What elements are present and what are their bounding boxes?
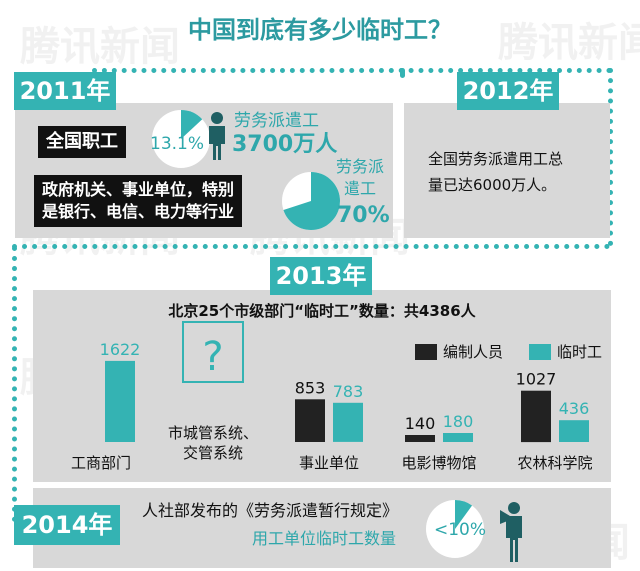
legend-label-staff: 编制人员 bbox=[443, 343, 503, 361]
dispatch-label-1: 劳务派遣工 bbox=[234, 111, 319, 131]
category-label-4-0: 农林科学院 bbox=[517, 454, 592, 472]
bar-label-staff-4: 1027 bbox=[516, 370, 557, 389]
text-2012: 全国劳务派遣用工总 量已达6000万人。 bbox=[428, 146, 563, 198]
category-label-1-0: 市城管系统、 bbox=[168, 424, 258, 442]
pie-2014-slice bbox=[455, 500, 473, 529]
category-label-2-0: 事业单位 bbox=[299, 454, 359, 472]
bar-temp-4 bbox=[559, 420, 589, 442]
bar-temp-3 bbox=[443, 433, 473, 442]
pie-national-slice bbox=[181, 110, 203, 139]
label-national-workers: 全国职工 bbox=[38, 126, 126, 158]
pie-gov-slice bbox=[283, 172, 341, 230]
year-tag-2013: 2013年 bbox=[270, 257, 372, 295]
dotted-line-top bbox=[92, 68, 612, 73]
dotted-line-2012 bbox=[400, 68, 405, 78]
category-label-3-0: 电影博物馆 bbox=[401, 454, 476, 472]
bar-temp-2 bbox=[333, 402, 363, 442]
label-gov-sectors: 政府机关、事业单位，特别 是银行、电信、电力等行业 bbox=[34, 175, 243, 227]
chart-title: 北京25个市级部门“临时工”数量：共4386人 bbox=[168, 302, 476, 320]
label-gov-sectors-line2: 是银行、电信、电力等行业 bbox=[42, 202, 235, 221]
year-tag-2012: 2012年 bbox=[457, 72, 559, 110]
dispatch-label-2-line1: 劳务派 bbox=[335, 157, 384, 176]
year-tag-2014: 2014年 bbox=[14, 505, 120, 545]
year-tag-2011: 2011年 bbox=[14, 72, 116, 110]
panel-2012 bbox=[404, 103, 610, 238]
text-2014-line2: 用工单位临时工数量 bbox=[252, 529, 397, 548]
legend-label-temp: 临时工 bbox=[557, 343, 602, 361]
bar-staff-3 bbox=[405, 435, 435, 442]
watermark-1: 腾讯新闻 bbox=[20, 24, 180, 70]
category-label-1-1: 交管系统 bbox=[183, 444, 243, 462]
bar-chart: 北京25个市级部门“临时工”数量：共4386人 编制人员 临时工 1622 工商部… bbox=[71, 302, 602, 472]
question-mark: ? bbox=[202, 334, 223, 380]
legend-swatch-temp bbox=[529, 344, 551, 360]
dispatch-label-2-line2: 遣工 bbox=[343, 179, 376, 198]
bar-staff-4 bbox=[521, 390, 551, 443]
bar-staff-2 bbox=[295, 399, 325, 442]
legend: 编制人员 临时工 bbox=[415, 343, 602, 361]
legend-swatch-staff bbox=[415, 344, 437, 360]
watermark-2: 腾讯新闻 bbox=[498, 20, 640, 66]
dotted-line-middle bbox=[12, 244, 610, 249]
dispatch-label-2: 劳务派 遣工 bbox=[330, 156, 390, 200]
bar-label-temp-0: 1622 bbox=[100, 340, 141, 359]
bar-label-temp-4: 436 bbox=[559, 399, 590, 418]
pct-gov: 70% bbox=[337, 203, 390, 228]
bar-label-temp-2: 783 bbox=[333, 382, 364, 401]
bar-label-staff-3: 140 bbox=[405, 414, 436, 433]
pct-national: 13.1% bbox=[150, 134, 205, 154]
pct-2014: <10% bbox=[434, 520, 487, 540]
megaphone-worker-icon bbox=[500, 502, 522, 562]
pie-national bbox=[152, 110, 210, 168]
text-2014-line1: 人社部发布的《劳务派遣暂行规定》 bbox=[142, 501, 399, 520]
category-label-0-0: 工商部门 bbox=[71, 454, 131, 472]
pie-gov bbox=[282, 172, 341, 230]
pie-2014 bbox=[426, 500, 484, 558]
label-gov-sectors-line1: 政府机关、事业单位，特别 bbox=[42, 180, 235, 199]
bar-label-temp-3: 180 bbox=[443, 412, 474, 431]
bar-label-staff-2: 853 bbox=[295, 378, 326, 397]
text-2012-line2: 量已达6000万人。 bbox=[428, 176, 557, 194]
question-box-frame bbox=[182, 321, 244, 383]
dotted-line-left bbox=[12, 246, 17, 522]
page-title: 中国到底有多少临时工？ bbox=[188, 16, 452, 44]
worker-icon bbox=[209, 112, 225, 160]
text-2012-line1: 全国劳务派遣用工总 bbox=[428, 150, 564, 168]
dispatch-count: 3700万人 bbox=[232, 132, 338, 157]
question-box: ? bbox=[182, 321, 244, 383]
bar-temp-0 bbox=[105, 360, 135, 442]
dotted-line-right bbox=[608, 68, 613, 246]
